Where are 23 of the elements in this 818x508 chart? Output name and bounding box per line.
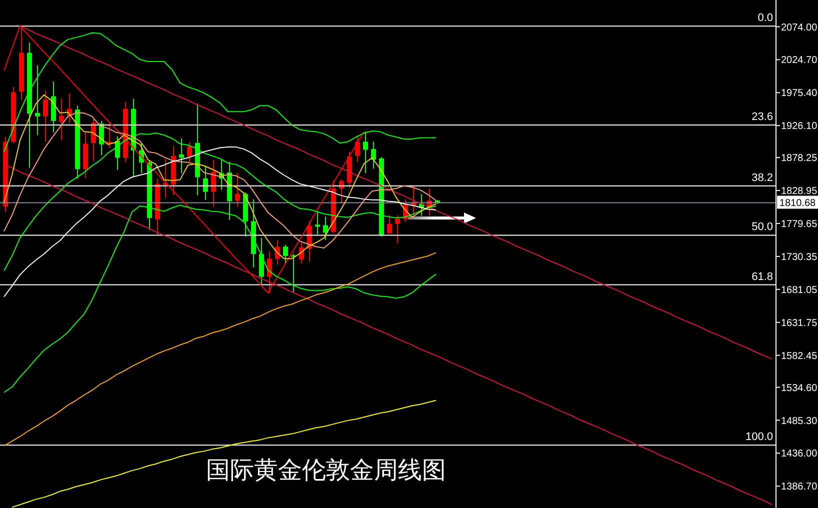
y-tick-label: 1386.70 [781, 482, 818, 493]
y-tick-label: 1975.40 [781, 88, 818, 100]
y-tick-label: 2024.70 [781, 55, 818, 66]
annotation: 61.8 [752, 270, 773, 283]
annotation: 50.0 [752, 221, 773, 234]
y-tick-label: 1926.10 [781, 121, 818, 132]
y-tick-label: 2074.00 [781, 22, 818, 34]
y-tick-label: 1582.45 [781, 350, 818, 362]
text: 国际黄金伦敦金周线图 [206, 455, 446, 485]
y-tick-label: 1631.75 [781, 318, 818, 329]
y-tick-label: 1779.65 [781, 219, 818, 230]
ref-line-label: 1810.68 [779, 198, 816, 210]
y-tick-label: 1730.35 [781, 252, 818, 263]
y-tick-label: 1485.30 [781, 416, 818, 427]
y-tick-label: 1878.25 [781, 153, 818, 164]
y-tick-label: 1534.60 [781, 382, 818, 394]
y-tick-label: 1828.95 [781, 186, 818, 198]
annotation: 23.6 [752, 110, 773, 123]
y-tick-label: 1681.05 [781, 284, 818, 296]
annotation: 38.2 [752, 172, 773, 184]
y-tick-label: 1436.00 [781, 448, 818, 460]
annotation: 0.0 [758, 12, 773, 24]
annotation: 100.0 [745, 431, 773, 444]
